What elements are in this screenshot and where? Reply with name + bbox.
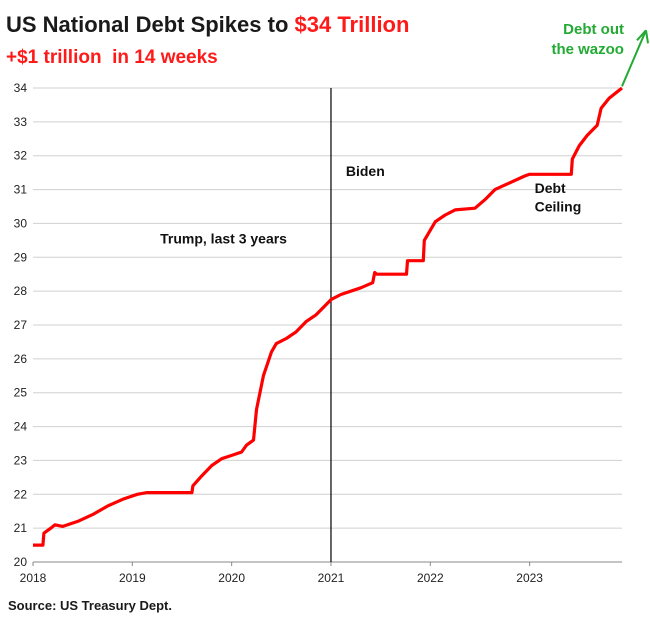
y-tick-label: 23	[14, 453, 28, 467]
x-tick-label: 2019	[119, 571, 146, 585]
y-tick-label: 29	[14, 250, 28, 264]
x-tick-label: 2018	[20, 571, 47, 585]
wazoo-annotation: the wazoo	[551, 41, 624, 58]
y-tick-label: 31	[14, 183, 28, 197]
y-tick-label: 34	[14, 81, 28, 95]
chart-title: US National Debt Spikes to $34 Trillion	[6, 12, 409, 38]
source-note: Source: US Treasury Dept.	[8, 598, 172, 613]
chart-annotation: Biden	[346, 163, 385, 179]
y-tick-label: 28	[14, 284, 28, 298]
chart-subtitle: +$1 trillion in 14 weeks	[6, 47, 218, 68]
y-tick-label: 32	[14, 149, 28, 163]
y-tick-label: 20	[14, 555, 28, 569]
x-tick-label: 2020	[218, 571, 245, 585]
title-highlight: $34 Trillion	[294, 12, 410, 37]
debt-series-line	[33, 86, 623, 547]
y-tick-label: 33	[14, 115, 28, 129]
y-tick-label: 24	[14, 420, 28, 434]
wazoo-arrow-head	[636, 29, 649, 44]
chart-annotation: Ceiling	[535, 199, 582, 215]
y-tick-label: 21	[14, 521, 28, 535]
y-tick-label: 26	[14, 352, 28, 366]
x-tick-label: 2023	[516, 571, 543, 585]
x-tick-label: 2022	[417, 571, 444, 585]
y-tick-label: 22	[14, 487, 28, 501]
y-tick-label: 30	[14, 216, 28, 230]
x-tick-label: 2021	[318, 571, 345, 585]
chart-annotation: Debt	[535, 180, 566, 196]
title-prefix: US National Debt Spikes to	[6, 12, 295, 37]
wazoo-arrow-shaft	[621, 29, 647, 87]
y-tick-label: 27	[14, 318, 28, 332]
chart-annotation: Trump, last 3 years	[160, 231, 287, 247]
wazoo-annotation: Debt out	[563, 21, 624, 38]
y-tick-label: 25	[14, 386, 28, 400]
